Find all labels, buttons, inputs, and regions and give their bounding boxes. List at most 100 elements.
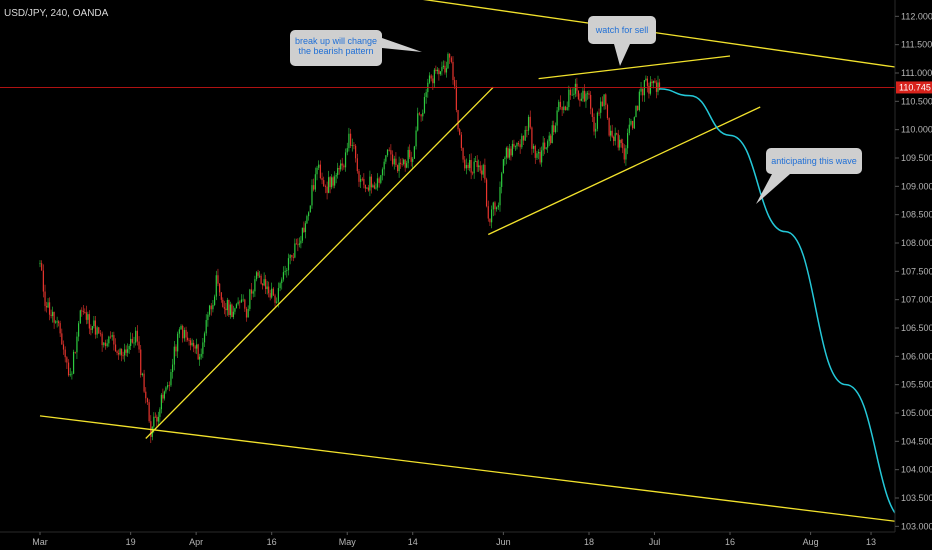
candle-body [547, 141, 549, 148]
x-tick-label: 16 [267, 537, 277, 547]
candle-body [569, 89, 572, 96]
candle-body [237, 301, 239, 305]
candle-body [351, 145, 353, 146]
candle-body [605, 94, 607, 105]
candle-body [96, 327, 98, 335]
candle-body [90, 328, 92, 330]
candle-body [67, 362, 70, 376]
candle-body [556, 110, 558, 126]
candle-body [127, 349, 129, 353]
candle-body [240, 299, 243, 303]
y-tick-label: 106.500 [901, 323, 932, 333]
candle-body [600, 101, 602, 113]
candle-body [244, 299, 246, 309]
candle-body [516, 143, 518, 147]
y-tick-label: 105.000 [901, 408, 932, 418]
candle-body [266, 286, 268, 290]
trend-line [39, 415, 932, 527]
candle-body [614, 133, 616, 142]
callout-box [588, 16, 656, 44]
candle-body [329, 177, 331, 188]
candle-body [579, 99, 581, 101]
candle-body [143, 373, 145, 392]
y-tick-label: 110.500 [901, 96, 932, 106]
candle-body [343, 165, 345, 168]
candle-body [277, 288, 279, 302]
candle-body [381, 169, 384, 176]
candle-body [459, 129, 461, 135]
candle-body [467, 164, 469, 168]
candle-body [372, 185, 374, 188]
candle-body [364, 184, 366, 189]
candle-body [447, 53, 449, 69]
candle-body [200, 353, 202, 357]
candle-body [334, 176, 336, 186]
candle-body [257, 272, 259, 276]
candle-body [508, 148, 511, 158]
candle-body [321, 178, 323, 181]
current-price-marker: 110.745 [896, 81, 932, 94]
candle-body [619, 139, 621, 148]
candle-body [183, 329, 185, 339]
candle-body [219, 283, 221, 293]
y-tick-label: 109.000 [901, 181, 932, 191]
candle-body [170, 372, 172, 386]
candle-body [250, 289, 253, 294]
candle-body [521, 135, 523, 148]
candle-body [120, 349, 123, 356]
candle-body [638, 91, 640, 111]
x-tick-label: Aug [803, 537, 819, 547]
candle-body [226, 299, 228, 311]
candle-body [504, 157, 506, 160]
candle-body [460, 134, 462, 148]
candle-body [608, 118, 610, 136]
candle-body [163, 391, 166, 399]
candle-body [316, 167, 318, 175]
candle-body [654, 80, 656, 83]
candle-body [215, 275, 217, 297]
candle-body [42, 270, 44, 292]
candle-body [415, 130, 417, 147]
candle-body [645, 78, 647, 81]
callout-box [766, 148, 862, 174]
candle-body [529, 116, 531, 128]
candle-body [388, 149, 390, 151]
candle-body [207, 314, 209, 321]
candle-body [146, 398, 149, 403]
candle-body [400, 162, 402, 164]
candle-body [186, 337, 189, 341]
candle-body [593, 116, 595, 132]
candle-body [66, 357, 68, 363]
candle-body [87, 314, 89, 320]
candle-body [432, 78, 434, 84]
candle-body [499, 186, 501, 206]
candle-body [418, 113, 421, 115]
candle-body [159, 409, 161, 417]
candle-body [208, 305, 211, 315]
candle-body [276, 301, 278, 303]
y-tick-label: 104.000 [901, 465, 932, 475]
candle-body [323, 180, 325, 187]
candle-body [62, 344, 65, 350]
candle-body [247, 308, 249, 318]
candle-body [545, 147, 547, 149]
candle-body [245, 308, 248, 318]
candle-body [385, 155, 387, 162]
candle-body [517, 143, 520, 145]
candle-body [603, 94, 605, 107]
candle-body [93, 320, 95, 327]
candle-body [214, 296, 216, 306]
candle-body [627, 133, 629, 149]
candle-body [202, 342, 204, 354]
candle-body [346, 148, 348, 153]
candle-body [178, 329, 180, 334]
candle-body [281, 279, 283, 284]
candle-body [185, 329, 187, 338]
candle-body [125, 349, 127, 353]
candle-body [580, 98, 583, 101]
trend-lines-layer [39, 0, 932, 527]
candle-body [117, 352, 120, 355]
candle-body [326, 186, 328, 193]
candle-body [507, 147, 509, 158]
candle-body [128, 346, 130, 350]
